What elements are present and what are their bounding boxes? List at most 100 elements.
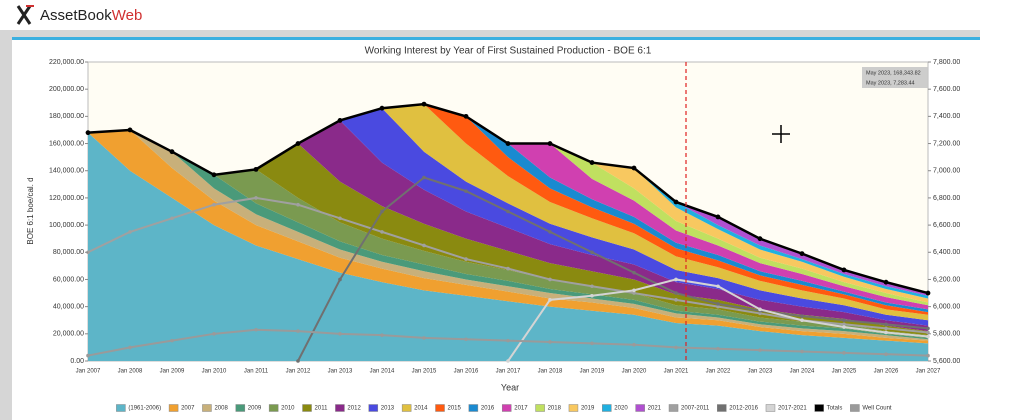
line-point [506, 359, 510, 363]
x-tick-label: Jan 2011 [244, 369, 269, 375]
y-tick-label: 180,000.00 [49, 113, 84, 120]
y-tick-label: 160,000.00 [49, 140, 84, 147]
x-tick-label: Jan 2019 [580, 369, 605, 375]
legend-swatch [535, 404, 545, 412]
area [88, 104, 928, 321]
line-point [170, 216, 174, 221]
legend-swatch [814, 404, 824, 412]
legend-label: Well Count [862, 406, 892, 412]
y2-tick-label: 7,600.00 [933, 86, 960, 93]
line-point [295, 141, 301, 146]
line-point [422, 243, 426, 248]
line-point [506, 266, 510, 271]
line-point [338, 332, 342, 336]
legend-label: 2012 [347, 406, 361, 412]
legend-label: 2016 [481, 406, 495, 412]
legend-swatch [268, 404, 279, 412]
legend-label: 2021 [648, 406, 662, 412]
legend-swatch [765, 404, 776, 412]
line-point [212, 332, 216, 336]
line-point [883, 279, 889, 285]
x-tick-label: Jan 2013 [328, 369, 353, 375]
legend-label: 2007 [181, 406, 195, 412]
x-tick-label: Jan 2026 [874, 369, 899, 375]
legend-label: 2020 [614, 406, 628, 412]
line-point [716, 302, 720, 306]
line-point [128, 345, 132, 350]
line-point [590, 284, 594, 289]
line-point [548, 277, 552, 282]
legend-swatch [602, 404, 612, 412]
y2-tick-label: 7,200.00 [933, 140, 960, 147]
legend-label: 2017 [514, 406, 528, 412]
line-point [842, 318, 846, 323]
y-tick-label: 120,000.00 [49, 195, 84, 202]
line-point [632, 270, 636, 275]
y2-tick-label: 6,600.00 [933, 222, 960, 229]
line-point [757, 236, 763, 242]
y-tick-label: 100,000.00 [49, 222, 84, 229]
line-point [506, 209, 510, 214]
legend-label: 2018 [548, 406, 562, 412]
line-point [632, 291, 636, 295]
y2-tick-label: 6,400.00 [933, 249, 960, 256]
y2-tick-label: 7,000.00 [933, 168, 960, 175]
line-point [589, 160, 595, 165]
x-tick-label: Jan 2025 [832, 369, 857, 375]
legend-label: 2012-2016 [729, 406, 758, 412]
legend-label: 2019 [581, 406, 595, 412]
line-point [296, 359, 300, 363]
line-point [337, 118, 343, 123]
line-point [758, 348, 762, 352]
y-tick-label: 20,000.00 [53, 331, 84, 338]
line-point [464, 189, 468, 193]
line-point [86, 353, 90, 358]
y-tick-label: 140,000.00 [49, 168, 84, 175]
legend-swatch [568, 404, 579, 412]
x-tick-label: Jan 2023 [748, 369, 773, 375]
x-tick-label: Jan 2024 [790, 369, 815, 375]
line-point [127, 127, 133, 133]
line-point [296, 329, 300, 333]
line-point [841, 267, 847, 273]
tooltip-box [862, 67, 928, 88]
y2-tick-label: 7,400.00 [933, 113, 960, 120]
line-point [338, 277, 342, 282]
brand[interactable]: AssetBookWeb [40, 7, 142, 24]
legend-swatch [468, 404, 479, 412]
x-tick-label: Jan 2014 [370, 369, 395, 375]
legend-swatch [401, 404, 412, 412]
legend-swatch [668, 404, 679, 412]
line-point [884, 322, 888, 327]
line-point [632, 342, 636, 347]
line-point [800, 349, 804, 354]
y2-tick-label: 6,000.00 [933, 303, 960, 310]
x-tick-label: Jan 2010 [202, 369, 227, 375]
line-point [758, 311, 762, 316]
legend-label: 2014 [414, 406, 428, 412]
line-point [211, 172, 217, 178]
line-point [632, 288, 636, 293]
line [297, 176, 929, 362]
legend-label: 2010 [281, 406, 295, 412]
line-point [716, 346, 720, 351]
line-point [715, 214, 721, 220]
line-point [253, 166, 259, 172]
line-point [673, 199, 679, 205]
y-tick-label: 80,000.00 [53, 249, 84, 256]
y-tick-label: 200,000.00 [49, 86, 84, 93]
y2-tick-label: 5,600.00 [933, 358, 960, 365]
legend-swatch [302, 404, 312, 412]
line-point [799, 251, 805, 257]
x-axis-label: Year [501, 382, 519, 392]
line-point [170, 338, 174, 343]
area [88, 104, 928, 306]
legend-swatch [335, 404, 345, 412]
line-point [548, 230, 552, 234]
line-point [800, 314, 804, 318]
line-point [421, 101, 427, 107]
legend-swatch [850, 404, 860, 412]
x-tick-label: Jan 2016 [454, 369, 479, 375]
x-tick-label: Jan 2018 [538, 369, 563, 375]
